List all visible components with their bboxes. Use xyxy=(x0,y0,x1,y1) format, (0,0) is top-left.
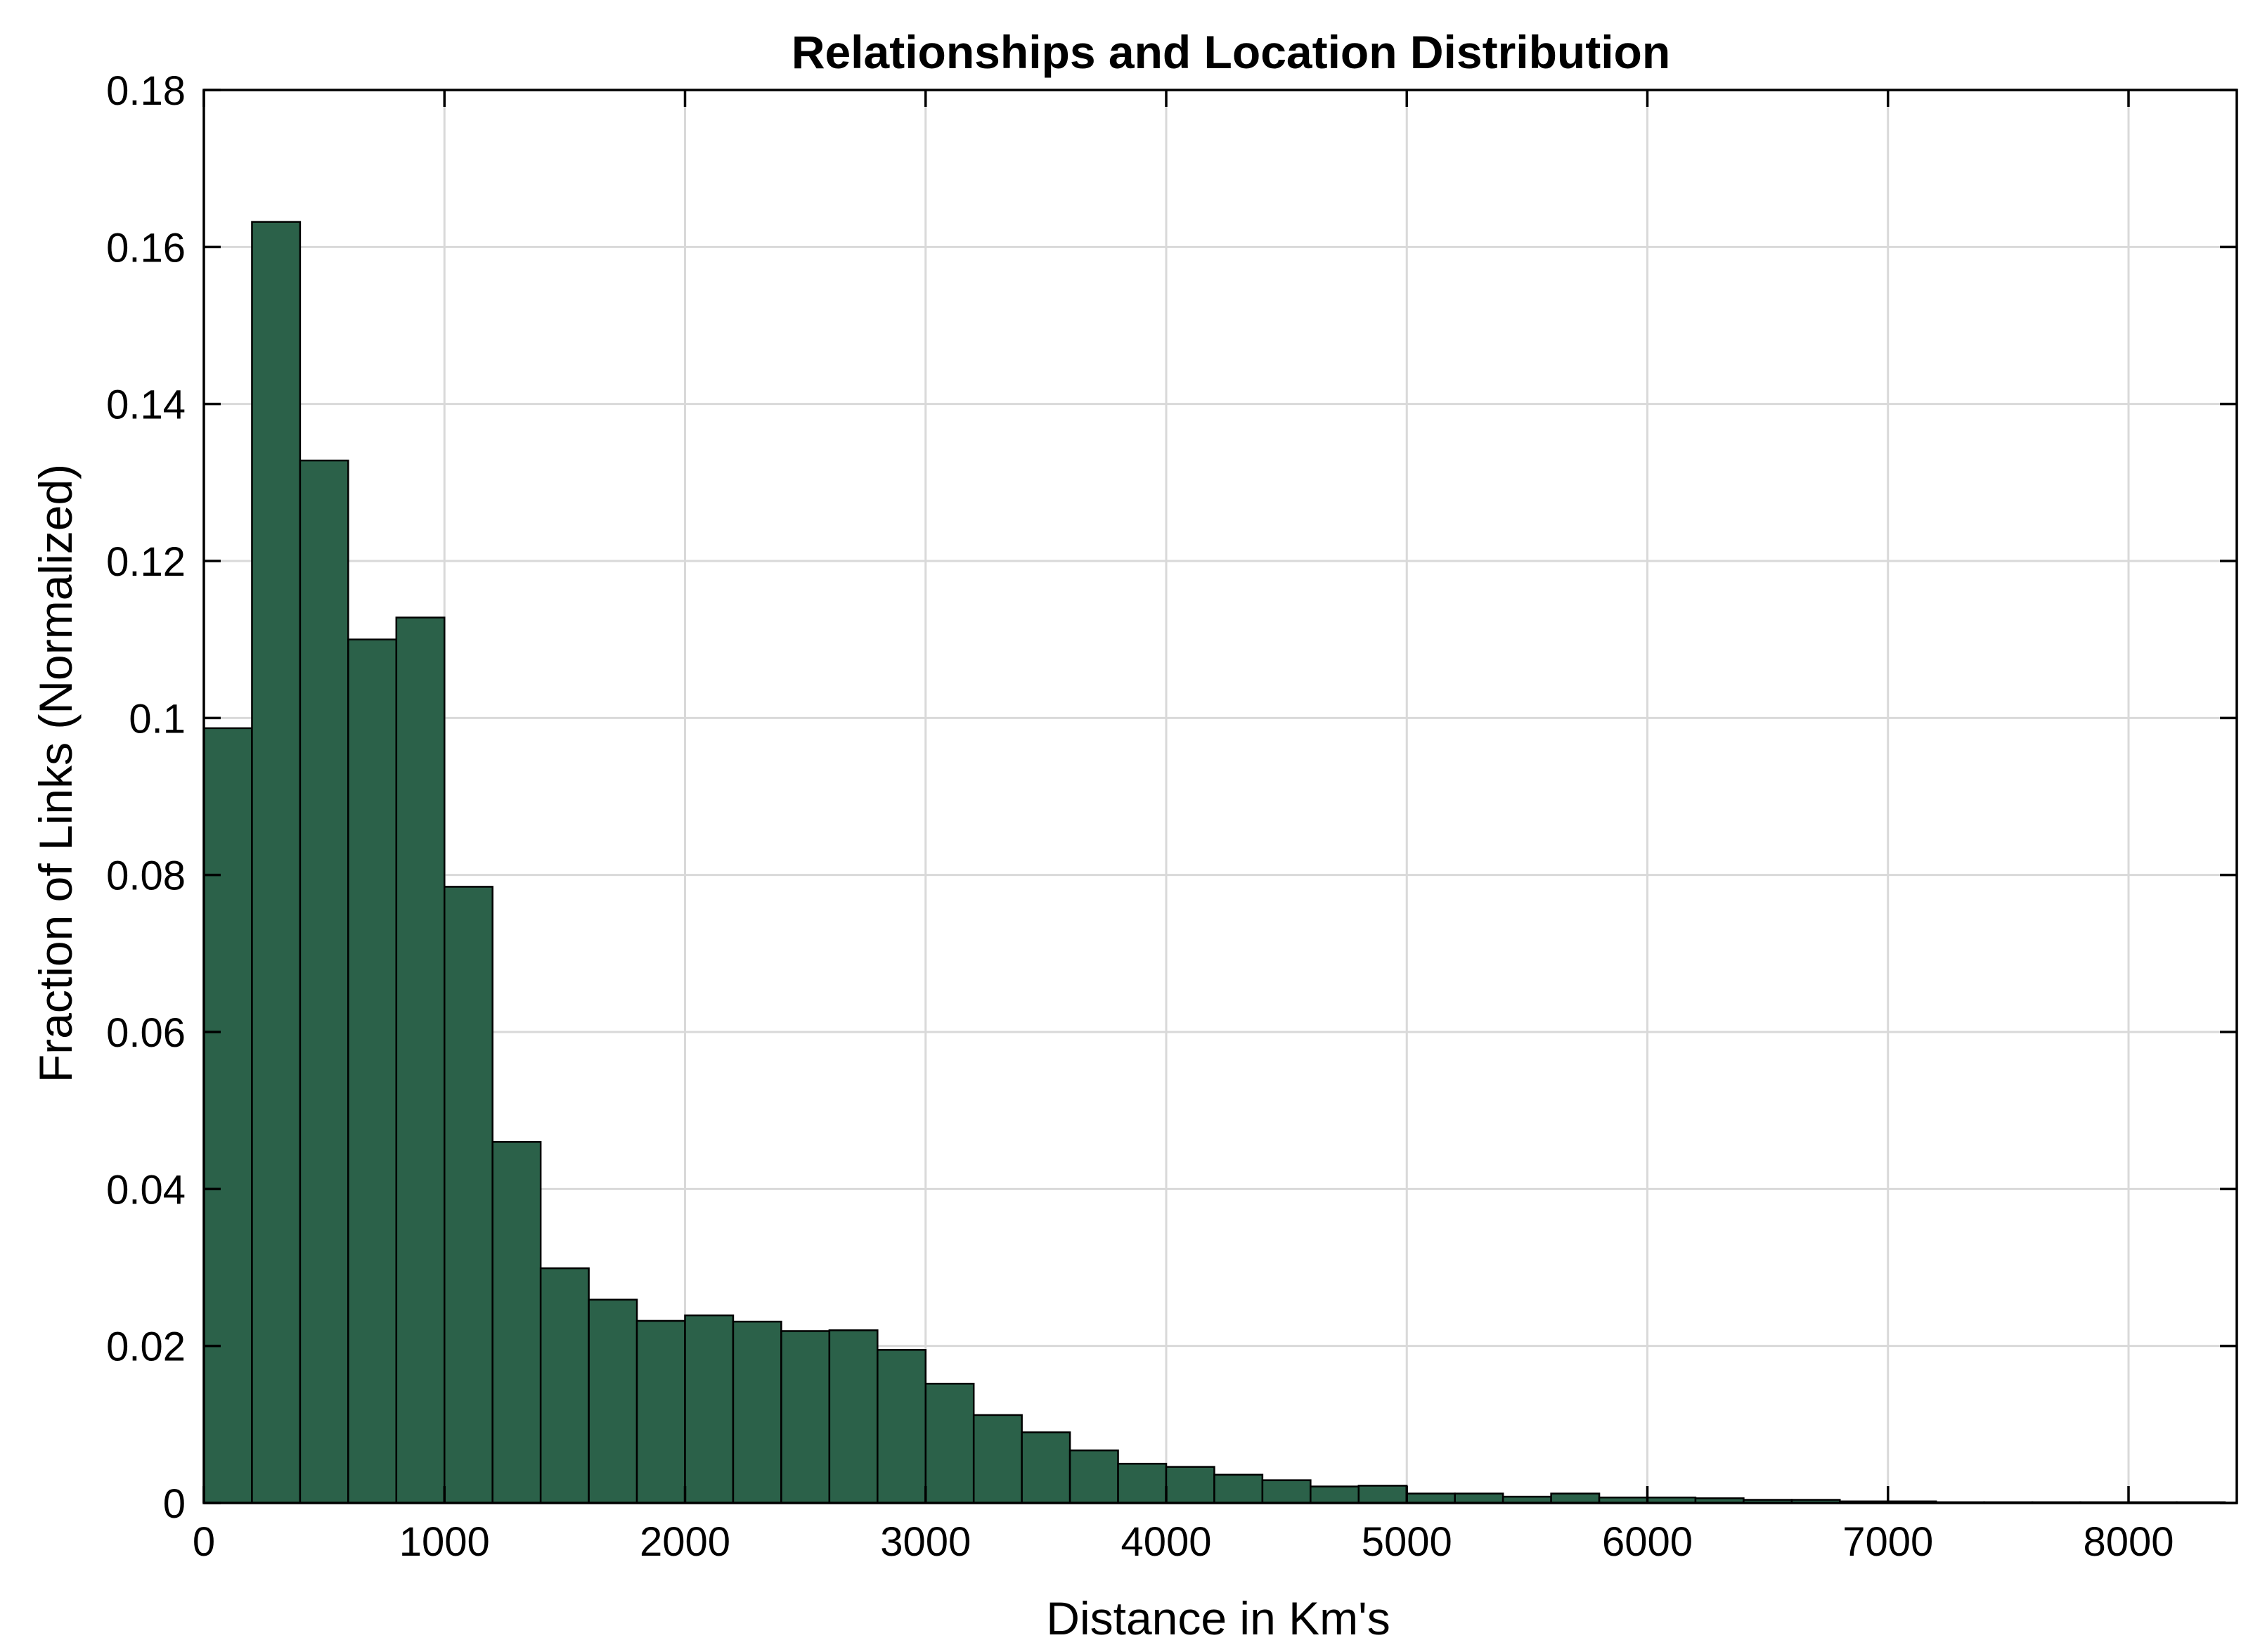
histogram-bars xyxy=(202,221,2226,1504)
plot-frame xyxy=(202,89,2238,1504)
x-tick-label-6: 6000 xyxy=(1602,1519,1693,1565)
histogram-bar-15 xyxy=(924,1383,975,1504)
x-axis-label: Distance in Km's xyxy=(1046,1592,1390,1644)
histogram-bar-5 xyxy=(443,886,493,1504)
x-tick-label-2: 2000 xyxy=(640,1519,730,1565)
histogram-bar-14 xyxy=(877,1349,926,1504)
histogram-bar-7 xyxy=(539,1267,590,1504)
x-tick-label-0: 0 xyxy=(193,1519,215,1565)
y-tick-label-7: 0.14 xyxy=(106,382,186,428)
y-tick-label-9: 0.18 xyxy=(106,68,186,114)
histogram-bar-19 xyxy=(1117,1462,1168,1504)
y-tick-label-0: 0 xyxy=(163,1481,186,1527)
x-tick-label-5: 5000 xyxy=(1362,1519,1452,1565)
y-tick-label-1: 0.02 xyxy=(106,1324,186,1370)
histogram-bar-2 xyxy=(299,459,349,1504)
y-tick-label-8: 0.16 xyxy=(106,225,186,271)
histogram-bar-21 xyxy=(1213,1473,1264,1504)
histogram-bar-25 xyxy=(1405,1492,1456,1504)
histogram-bar-12 xyxy=(780,1330,831,1504)
x-tick-labels: 0 1000 2000 3000 4000 5000 6000 7000 8000 xyxy=(193,1519,2174,1565)
y-tick-label-4: 0.08 xyxy=(106,853,186,899)
histogram-bar-6 xyxy=(491,1141,542,1504)
histogram-bar-18 xyxy=(1068,1449,1119,1504)
x-tick-label-4: 4000 xyxy=(1121,1519,1211,1565)
histogram-bar-3 xyxy=(347,638,398,1504)
y-tick-label-3: 0.06 xyxy=(106,1010,186,1056)
y-tick-label-2: 0.04 xyxy=(106,1167,186,1213)
y-tick-label-6: 0.12 xyxy=(106,539,186,585)
histogram-bar-28 xyxy=(1550,1492,1601,1504)
histogram-bar-10 xyxy=(684,1314,735,1504)
histogram-bar-16 xyxy=(972,1414,1023,1504)
histogram-bar-11 xyxy=(732,1320,782,1504)
x-tick-label-3: 3000 xyxy=(880,1519,971,1565)
tick-marks xyxy=(202,89,2237,1504)
x-tick-label-8: 8000 xyxy=(2083,1519,2174,1565)
x-tick-label-1: 1000 xyxy=(399,1519,490,1565)
x-tick-label-7: 7000 xyxy=(1842,1519,1933,1565)
histogram-bar-20 xyxy=(1165,1466,1215,1504)
histogram-bar-8 xyxy=(588,1298,638,1504)
y-tick-labels: 0 0.02 0.04 0.06 0.08 0.1 0.12 0.14 0.16 0.18 xyxy=(106,68,186,1527)
histogram-bar-4 xyxy=(395,617,446,1504)
histogram-bar-1 xyxy=(251,221,302,1504)
histogram-bar-13 xyxy=(828,1329,879,1504)
histogram-bar-22 xyxy=(1261,1479,1312,1504)
histogram-bar-26 xyxy=(1454,1492,1504,1504)
histogram-bar-17 xyxy=(1021,1431,1071,1504)
histogram-bar-23 xyxy=(1310,1485,1360,1504)
histogram-bar-0 xyxy=(202,727,253,1504)
y-axis-label: Fraction of Links (Normalized) xyxy=(30,464,82,1083)
histogram-bar-24 xyxy=(1357,1485,1408,1504)
histogram-bar-9 xyxy=(635,1319,686,1504)
y-tick-label-5: 0.1 xyxy=(129,696,186,742)
chart-title: Relationships and Location Distribution xyxy=(792,26,1670,78)
